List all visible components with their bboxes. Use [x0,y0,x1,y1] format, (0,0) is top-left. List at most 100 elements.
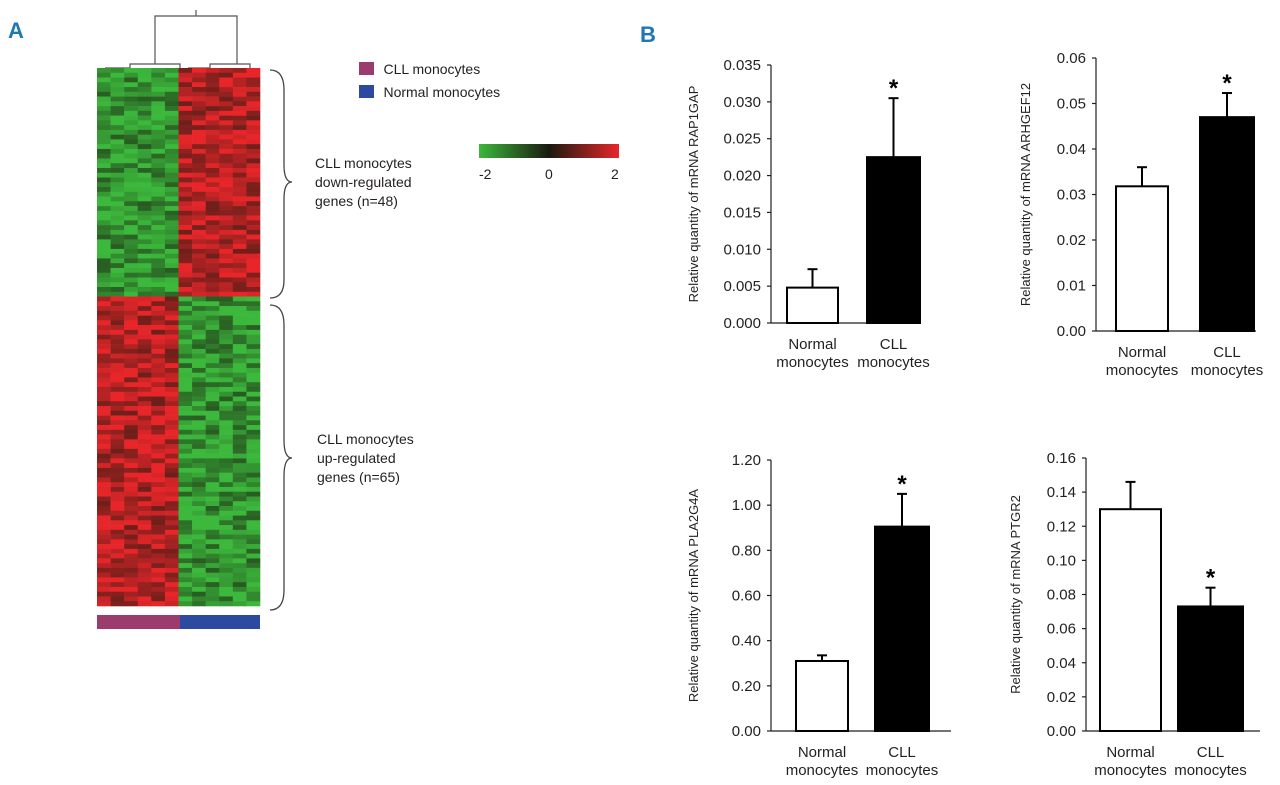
heatmap-cell [124,196,139,202]
heatmap-cell [192,406,206,412]
heatmap-cell [246,239,261,245]
heatmap-cell [219,482,234,488]
heatmap-cell [151,410,166,416]
heatmap-cell [151,358,166,364]
heatmap-cell [205,106,220,112]
heatmap-cell [110,139,125,145]
heatmap-cell [219,82,234,88]
heatmap-cell [97,229,111,235]
heatmap-cell [110,563,125,569]
heatmap-cell [219,77,234,83]
heatmap-cell [97,448,111,454]
heatmap-cell [97,234,111,240]
heatmap-cell [151,91,166,97]
heatmap-cell [219,486,234,493]
heatmap-cell [178,486,193,493]
heatmap-cell [124,258,139,264]
heatmap-cell [232,148,247,154]
heatmap-cell [232,386,247,393]
heatmap-cell [192,396,206,402]
heatmap-cell [192,425,206,431]
heatmap-cell [110,182,125,188]
y-tick-label: 0.035 [723,57,761,74]
heatmap-cell [151,220,166,226]
heatmap-cell [246,515,261,521]
legend-cll: CLL monocytes [359,60,480,78]
heatmap-cell [205,382,220,388]
heatmap-cell [219,429,234,435]
heatmap-cell [110,306,125,312]
heatmap-cell [246,134,261,140]
heatmap-cell [151,391,166,397]
heatmap-cell [137,458,152,464]
heatmap-cell [192,477,206,483]
heatmap-cell [137,206,152,212]
heatmap-cell [137,534,152,540]
y-tick-label: 0.02 [1057,232,1086,249]
heatmap-cell [232,567,247,573]
heatmap-cell [137,596,152,602]
heatmap-cell [97,310,111,316]
heatmap-cell [124,463,139,469]
heatmap-cell [110,377,125,383]
heatmap-cell [178,301,193,307]
heatmap-cell [137,467,152,473]
heatmap-cell [124,325,139,331]
heatmap-cell [151,72,166,78]
heatmap-cell [246,482,261,488]
heatmap-cell [124,134,139,140]
heatmap-cell [137,372,152,378]
heatmap-cell [151,591,166,597]
heatmap-cell [178,391,193,397]
heatmap-cell [151,191,166,197]
x-category-label: Normal [788,336,836,353]
heatmap-cell [232,448,247,454]
heatmap-cell [219,310,234,316]
heatmap-cell [178,439,193,445]
heatmap-cell [246,115,261,121]
heatmap-cell [110,72,125,78]
heatmap-cell [124,187,139,193]
heatmap-cell [164,486,179,493]
legend-cll-label: CLL monocytes [383,60,481,77]
heatmap-cell [232,425,247,431]
heatmap-cell [164,206,179,212]
heatmap-cell [124,529,139,535]
heatmap-cell [110,429,125,435]
heatmap-cell [124,329,139,335]
heatmap-cell [232,134,247,140]
heatmap-cell [246,191,261,197]
heatmap-cell [124,548,139,554]
heatmap-cell [137,115,152,121]
heatmap-cell [192,277,206,283]
heatmap-cell [110,520,125,526]
panel-b-label: B [640,22,656,47]
heatmap-cell [164,129,179,135]
heatmap-cell [232,244,247,250]
bar-cll-monocytes [866,156,921,324]
heatmap-cell [246,353,261,359]
heatmap-cell [137,220,152,226]
heatmap-cell [164,267,179,274]
heatmap-cell [164,534,179,540]
heatmap-cell [137,501,152,507]
heatmap-cell [97,382,111,388]
heatmap-cell [178,425,193,431]
heatmap-cell [178,87,193,93]
heatmap-cell [192,582,206,588]
heatmap-cell [219,506,234,512]
heatmap-cell [232,329,247,335]
heatmap-cell [232,582,247,588]
heatmap-cell [151,406,166,412]
heatmap-cell [232,201,247,207]
heatmap-cell [137,129,152,135]
heatmap-cell [205,544,220,550]
heatmap-cell [164,153,179,159]
heatmap-cell [232,539,247,545]
heatmap-cell [137,367,152,374]
heatmap-cell [97,72,111,78]
heatmap-cell [97,596,111,602]
heatmap-cell [164,196,179,202]
heatmap-cell [192,248,206,254]
heatmap-cell [219,582,234,588]
